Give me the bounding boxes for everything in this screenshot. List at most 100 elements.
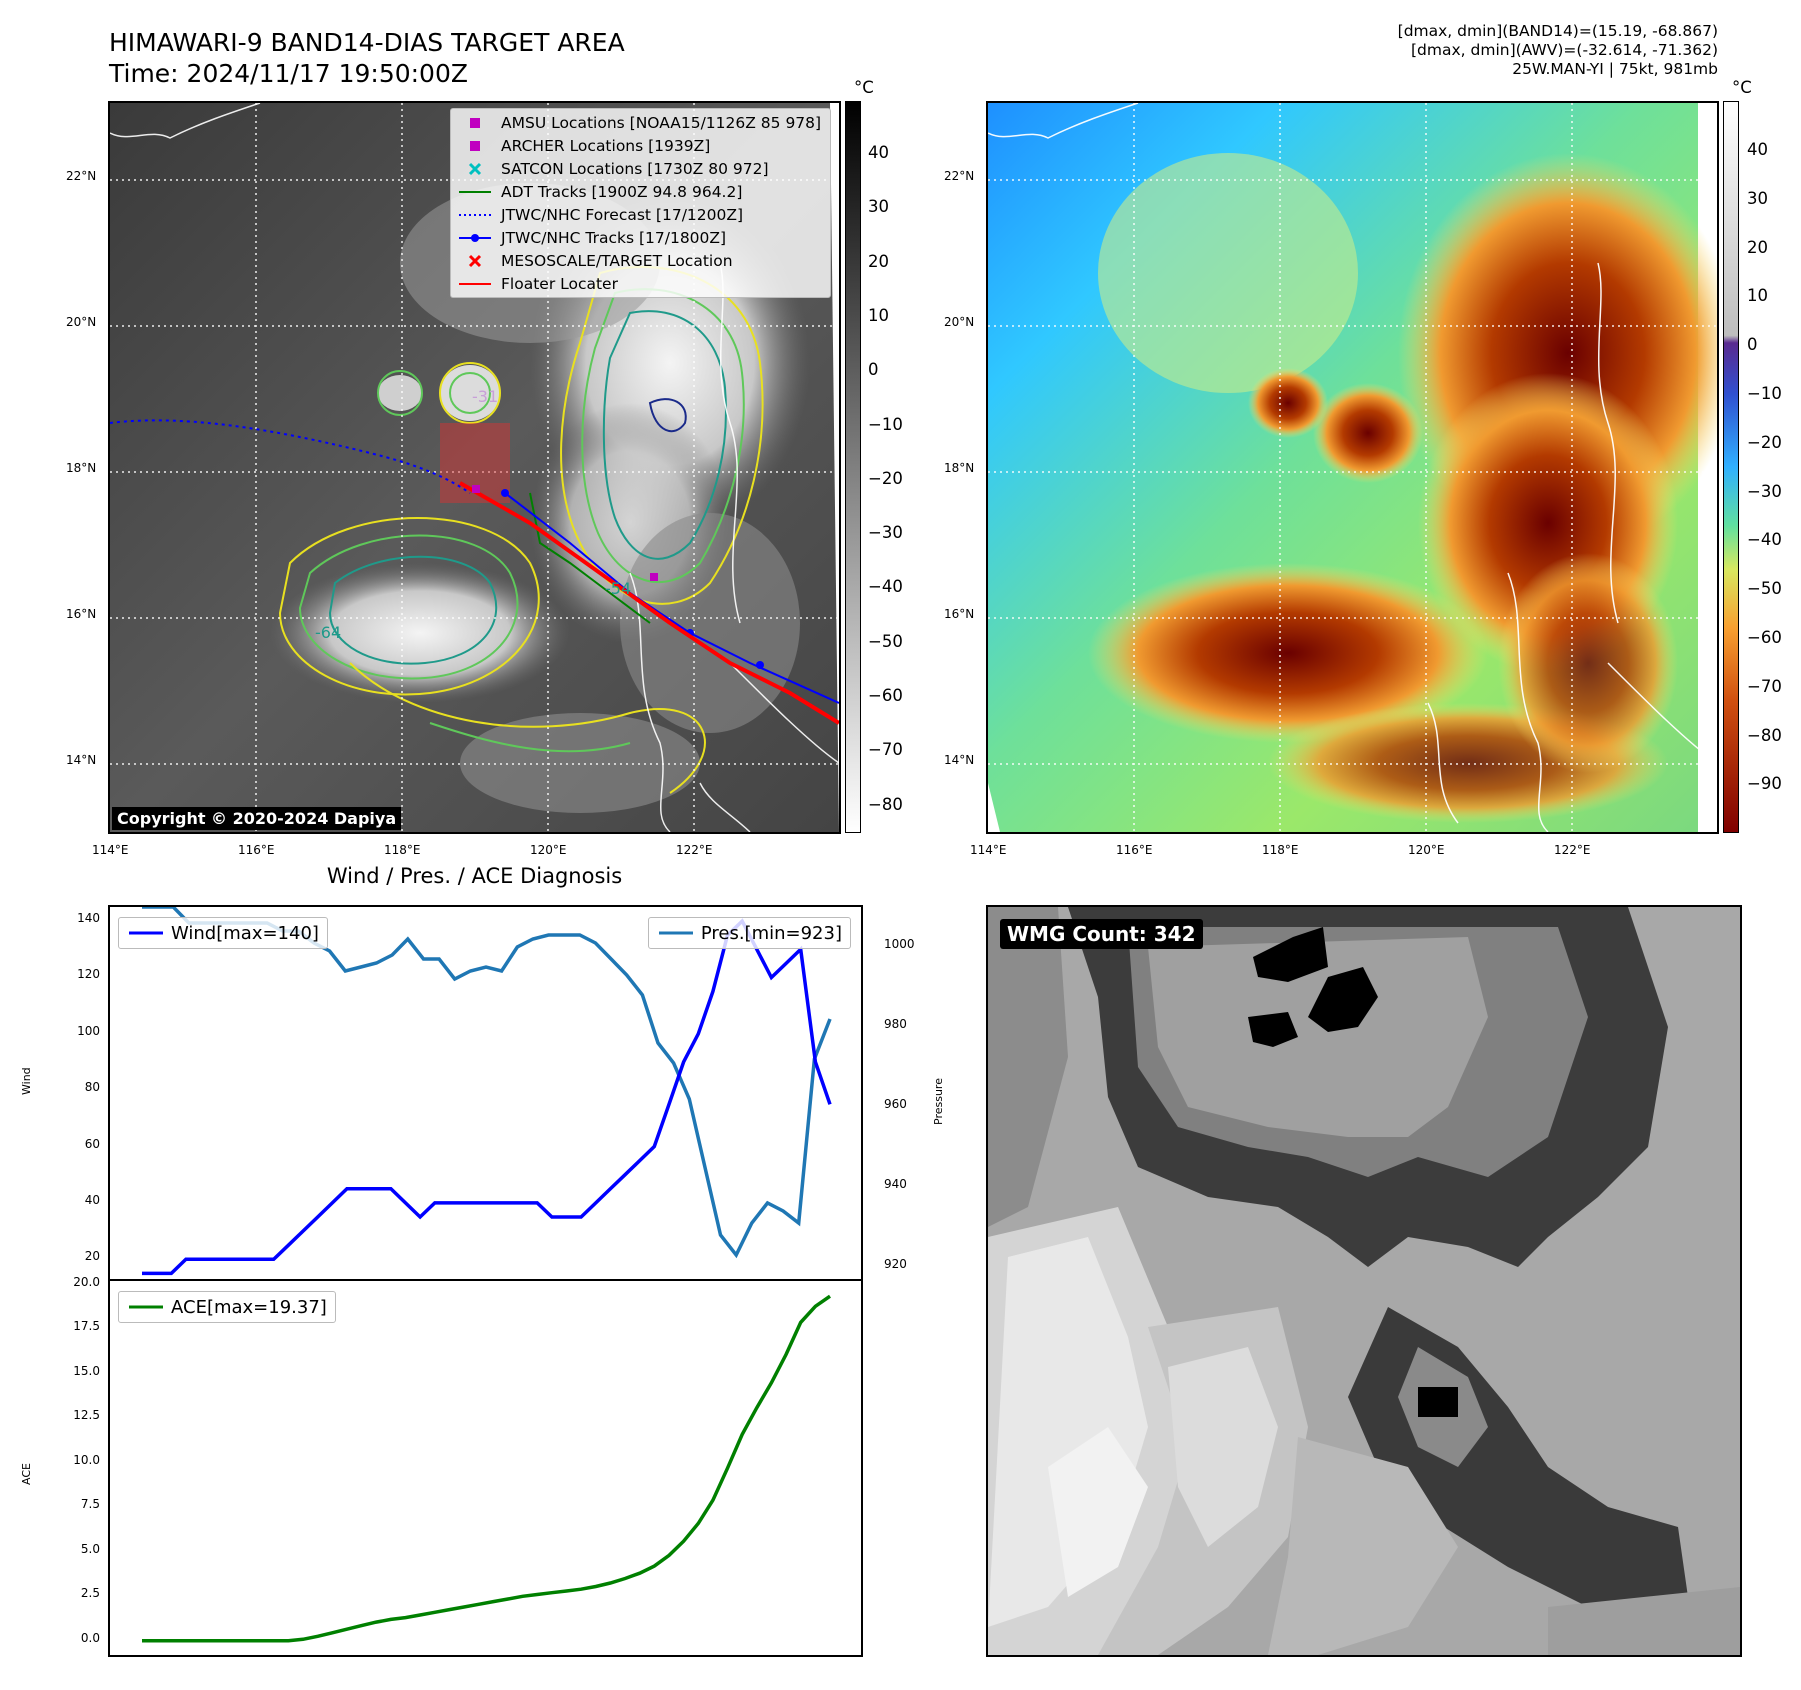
- color-colorbar: [1723, 101, 1739, 833]
- floater-locater-line: [459, 481, 839, 725]
- colorbar-tick-label: −40: [868, 577, 903, 597]
- title-line-2: Time: 2024/11/17 19:50:00Z: [109, 59, 468, 88]
- legend-label: SATCON Locations [1730Z 80 972]: [501, 159, 769, 178]
- legend-label: JTWC/NHC Tracks [17/1800Z]: [501, 228, 727, 247]
- ace-axis-label: ACE: [20, 1463, 33, 1485]
- legend-label: Floater Locater: [501, 274, 618, 293]
- ace-series-line: [142, 1294, 831, 1643]
- colorbar-tick-label: 30: [1747, 188, 1768, 208]
- wind-tick-label: 60: [84, 1136, 100, 1151]
- line-dot-icon: [459, 233, 491, 242]
- ace-tick-label: 20.0: [73, 1275, 100, 1289]
- line-marker-icon: [658, 931, 693, 935]
- copyright-label: Copyright © 2020-2024 Dapiya: [112, 807, 402, 830]
- legend-item: JTWC/NHC Tracks [17/1800Z]: [457, 226, 824, 249]
- wind-legend-label: Wind[max=140]: [171, 922, 319, 944]
- colorbar-tick-label: 0: [868, 360, 879, 380]
- colorbar-tick-label: 10: [1747, 286, 1768, 306]
- lat-label: 16°N: [944, 607, 975, 621]
- pressure-axis-label: Pressure: [932, 1078, 945, 1125]
- lat-label: 18°N: [66, 461, 97, 475]
- pressure-tick-label: 980: [884, 1017, 907, 1031]
- lon-label: 120°E: [1408, 843, 1445, 857]
- ace-legend-label: ACE[max=19.37]: [171, 1296, 327, 1318]
- wind-pressure-chart: Wind[max=140] Pres.[min=923]: [108, 905, 863, 1279]
- colorbar-tick-label: −10: [868, 414, 903, 434]
- line-marker-icon: [459, 282, 491, 285]
- lat-label: 22°N: [66, 169, 97, 183]
- colorbar-unit: °C: [854, 78, 874, 97]
- ace-legend: ACE[max=19.37]: [118, 1291, 336, 1323]
- ace-tick-label: 5.0: [80, 1541, 100, 1556]
- contour-label-64: -64: [315, 623, 341, 642]
- contour-label-31: -31: [472, 387, 498, 406]
- legend-item: ARCHER Locations [1939Z]: [457, 134, 824, 157]
- lat-label: 22°N: [944, 169, 975, 183]
- diagnosis-title: Wind / Pres. / ACE Diagnosis: [326, 864, 623, 888]
- lat-label: 20°N: [944, 315, 975, 329]
- legend-item: AMSU Locations [NOAA15/1126Z 85 978]: [457, 111, 824, 134]
- lon-label: 118°E: [1262, 843, 1299, 857]
- colorbar-unit: °C: [1732, 78, 1752, 97]
- storm-info: [dmax, dmin](BAND14)=(15.19, -68.867) [d…: [1398, 22, 1718, 79]
- color-map-image: [988, 103, 1717, 832]
- wind-legend: Wind[max=140]: [118, 917, 328, 949]
- legend-item: Floater Locater: [457, 272, 824, 295]
- colorbar-tick-label: −40: [1747, 530, 1782, 550]
- colorbar-tick-label: −60: [868, 686, 903, 705]
- colorbar-tick-label: −70: [1747, 676, 1782, 696]
- ace-tick-label: 10.0: [73, 1452, 100, 1467]
- wind-tick-label: 20: [84, 1249, 100, 1264]
- legend-item: SATCON Locations [1730Z 80 972]: [457, 157, 824, 180]
- square-marker-icon: [470, 140, 480, 151]
- lon-label: 116°E: [1116, 843, 1153, 857]
- square-marker-icon: [470, 117, 480, 128]
- ir-color-map: [986, 101, 1719, 834]
- lat-label: 14°N: [66, 753, 97, 767]
- pressure-legend: Pres.[min=923]: [647, 917, 851, 949]
- colorbar-tick-label: −30: [1747, 481, 1782, 501]
- legend-label: ADT Tracks [1900Z 94.8 964.2]: [501, 182, 743, 201]
- line-marker-icon: [459, 190, 491, 193]
- colorbar-tick-label: 20: [868, 251, 889, 271]
- colorbar-tick-label: −50: [868, 631, 903, 651]
- colorbar-tick-label: 30: [868, 197, 889, 217]
- colorbar-tick-label: −20: [1747, 432, 1782, 452]
- lon-label: 116°E: [238, 843, 275, 857]
- colorbar-tick-label: 40: [1747, 140, 1768, 159]
- lat-label: 14°N: [944, 753, 975, 767]
- colorbar-tick-label: −70: [868, 740, 903, 760]
- legend-label: ARCHER Locations [1939Z]: [501, 136, 711, 155]
- lon-label: 120°E: [530, 843, 567, 857]
- wind-tick-label: 80: [84, 1080, 100, 1095]
- dotted-line-icon: [459, 213, 491, 216]
- lon-label: 122°E: [676, 843, 713, 857]
- ace-tick-label: 2.5: [80, 1586, 100, 1601]
- info-line-2: [dmax, dmin](AWV)=(-32.614, -71.362): [1411, 41, 1718, 59]
- ace-plot: [142, 1294, 831, 1643]
- ir-grayscale-map: -31 -54 -64 AMSU Locations [NOAA15/1126Z…: [108, 101, 841, 834]
- legend-label: AMSU Locations [NOAA15/1126Z 85 978]: [501, 113, 822, 132]
- wind-tick-label: 120: [77, 967, 100, 982]
- grayscale-colorbar: [845, 101, 861, 833]
- ace-tick-label: 15.0: [73, 1363, 100, 1378]
- pressure-tick-label: 940: [884, 1177, 907, 1191]
- wmg-panel: WMG Count: 342: [986, 905, 1742, 1657]
- lat-label: 16°N: [66, 607, 97, 621]
- ace-chart: ACE[max=19.37]: [108, 1279, 863, 1657]
- info-line-1: [dmax, dmin](BAND14)=(15.19, -68.867): [1397, 22, 1718, 40]
- colorbar-tick-label: −90: [1747, 774, 1782, 794]
- lon-label: 114°E: [970, 843, 1007, 857]
- ace-tick-label: 7.5: [80, 1497, 100, 1512]
- wmg-image: [988, 907, 1740, 1655]
- x-marker-icon: [468, 162, 482, 175]
- line-marker-icon: [129, 931, 163, 935]
- x-marker-icon: [468, 254, 482, 267]
- map-legend: AMSU Locations [NOAA15/1126Z 85 978] ARC…: [450, 108, 831, 298]
- colorbar-tick-label: −30: [868, 523, 903, 543]
- wind-tick-label: 140: [77, 911, 100, 926]
- wind-pressure-plot: [142, 907, 832, 1276]
- legend-item: MESOSCALE/TARGET Location: [457, 249, 824, 272]
- colorbar-tick-label: −80: [868, 794, 903, 814]
- ace-tick-label: 12.5: [73, 1408, 100, 1423]
